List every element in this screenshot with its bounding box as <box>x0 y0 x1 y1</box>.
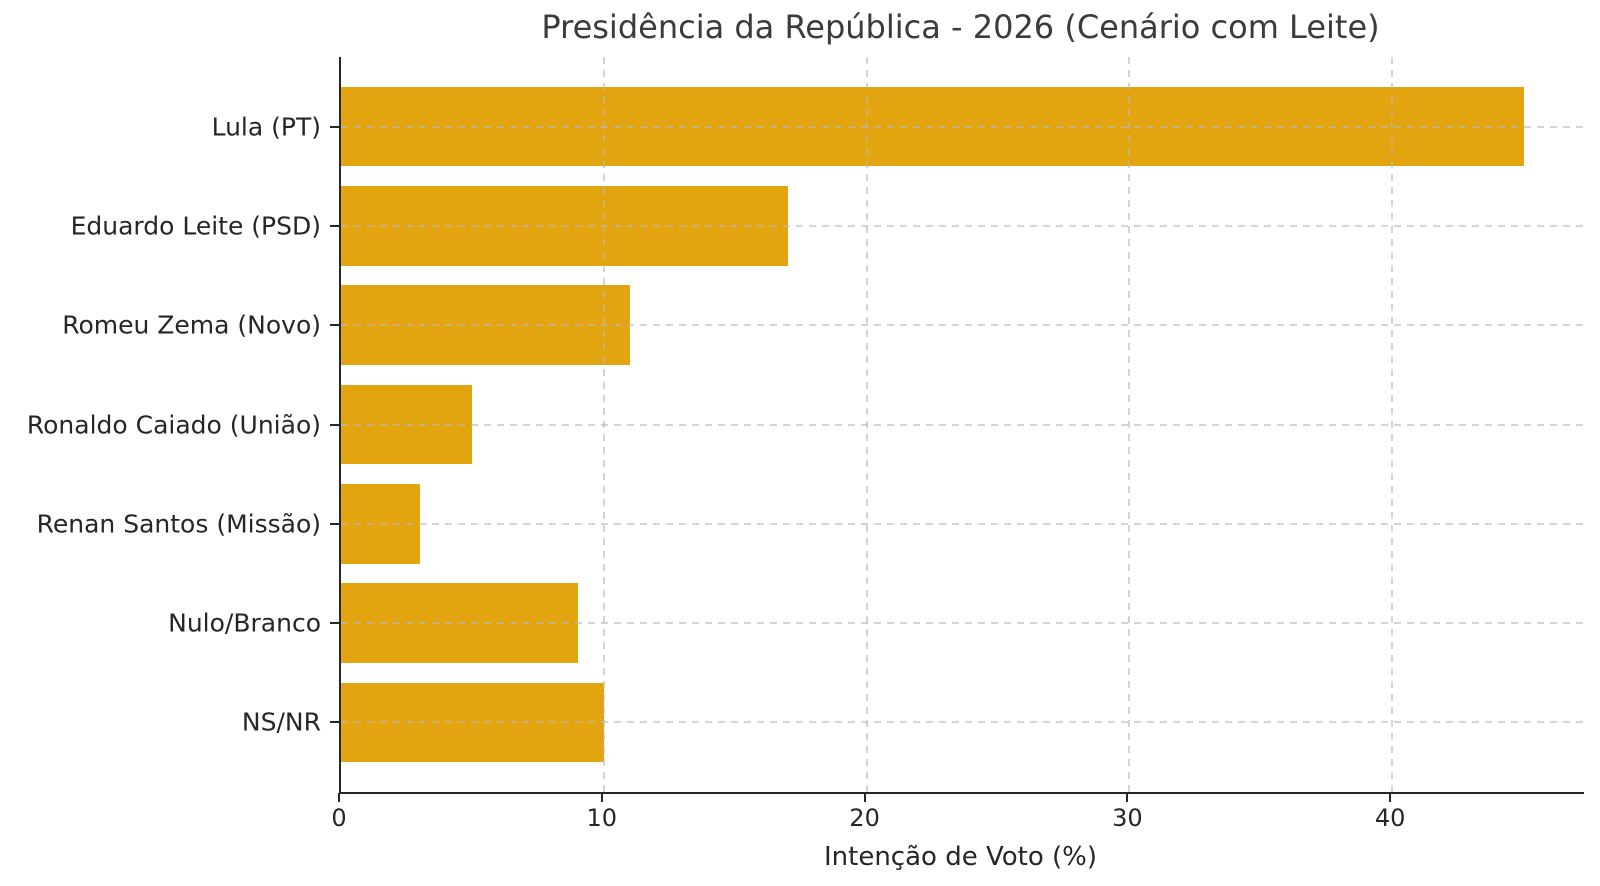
x-tick-label: 30 <box>1112 804 1143 832</box>
gridline-horizontal <box>341 324 1584 327</box>
category-label: Lula (PT) <box>211 112 321 142</box>
x-tick-mark <box>1126 793 1129 802</box>
category-label: NS/NR <box>241 707 321 737</box>
x-tick-label: 40 <box>1374 804 1406 832</box>
x-tick-mark <box>863 793 866 802</box>
x-tick-mark <box>600 793 603 802</box>
x-tick-label: 0 <box>331 804 347 832</box>
x-tick-mark <box>1389 793 1392 802</box>
x-tick-label: 20 <box>849 804 880 832</box>
gridline-horizontal <box>341 622 1584 625</box>
category-label: Ronaldo Caiado (União) <box>26 410 321 439</box>
y-tick-mark <box>330 324 339 327</box>
x-tick-mark <box>338 793 340 802</box>
gridline-horizontal <box>341 224 1584 227</box>
chart-title: Presidência da República - 2026 (Cenário… <box>541 8 1380 46</box>
gridline-horizontal <box>341 522 1584 525</box>
x-axis-label: Intenção de Voto (%) <box>823 842 1097 872</box>
y-tick-mark <box>330 622 339 625</box>
category-label: Romeu Zema (Novo) <box>62 310 321 340</box>
gridline-horizontal <box>341 125 1584 128</box>
gridline-horizontal <box>341 423 1584 426</box>
y-tick-mark <box>330 423 339 426</box>
y-tick-mark <box>330 721 339 724</box>
y-axis-labels: Lula (PT) Eduardo Leite (PSD) Romeu Zema (… <box>0 57 327 792</box>
plot-area <box>339 57 1584 794</box>
y-tick-mark <box>330 125 339 128</box>
category-label: Eduardo Leite (PSD) <box>70 211 321 241</box>
y-tick-mark <box>330 522 339 525</box>
gridline-horizontal <box>341 721 1584 724</box>
y-tick-mark <box>330 224 339 227</box>
x-tick-label: 10 <box>586 804 618 832</box>
category-label: Nulo/Branco <box>168 608 321 638</box>
category-label: Renan Santos (Missão) <box>36 509 321 539</box>
